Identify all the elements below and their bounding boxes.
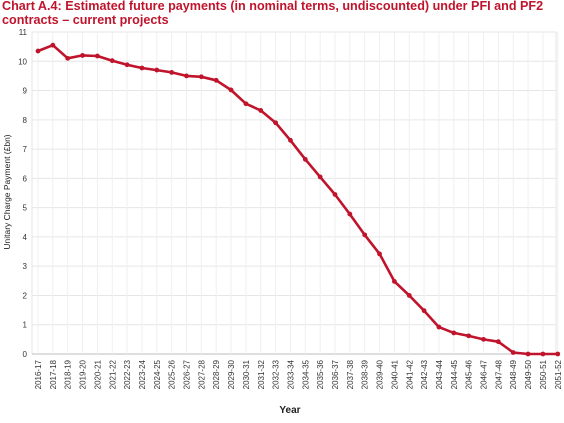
data-point — [302, 156, 308, 162]
x-axis-label: Year — [279, 405, 300, 416]
x-tick-label: 2034-35 — [301, 359, 310, 389]
data-point — [406, 293, 412, 298]
x-tick-label: 2050-51 — [539, 359, 548, 389]
data-point — [362, 232, 368, 238]
x-tick-label: 2040-41 — [390, 359, 399, 389]
x-tick-label: 2049-50 — [524, 359, 533, 389]
x-tick-label: 2017-18 — [49, 359, 58, 389]
y-tick-label: 4 — [23, 233, 28, 242]
y-tick-label: 11 — [19, 28, 28, 37]
data-point — [273, 120, 278, 126]
data-point — [35, 48, 41, 54]
data-point — [258, 108, 264, 113]
x-axis-ticks: 2016-17 2017-18 2018-19 2019-20 2020-21 2021-… — [34, 359, 563, 389]
y-tick-label: 0 — [23, 350, 28, 359]
series-line — [37, 43, 558, 356]
data-point — [392, 279, 397, 284]
x-tick-label: 2024-25 — [153, 359, 162, 389]
y-tick-label: 5 — [23, 204, 28, 213]
y-tick-label: 9 — [23, 87, 28, 96]
x-tick-label: 2022-23 — [123, 359, 132, 389]
y-tick-label: 10 — [18, 57, 27, 66]
data-point — [169, 69, 175, 75]
x-tick-label: 2019-20 — [79, 359, 88, 389]
data-point — [95, 53, 100, 59]
data-point — [50, 42, 56, 48]
chart-title: Chart A.4: Estimated future payments (in… — [2, 0, 544, 27]
x-tick-label: 2043-44 — [435, 359, 444, 389]
data-point — [421, 308, 427, 314]
x-tick-label: 2027-28 — [197, 359, 206, 389]
x-tick-label: 2032-33 — [272, 359, 281, 389]
data-point — [243, 101, 249, 107]
data-point — [288, 137, 293, 143]
data-point — [80, 53, 85, 58]
x-tick-label: 2030-31 — [242, 359, 251, 389]
data-point — [317, 174, 323, 180]
x-tick-label: 2046-47 — [480, 359, 489, 389]
x-tick-label: 2045-46 — [465, 359, 474, 389]
y-tick-label: 6 — [23, 174, 28, 183]
x-tick-label: 2044-45 — [450, 359, 459, 389]
x-tick-label: 2038-39 — [361, 359, 370, 389]
data-point — [510, 350, 516, 355]
x-tick-label: 2025-26 — [168, 359, 177, 389]
x-tick-label: 2051-52 — [554, 359, 563, 389]
data-point — [332, 192, 338, 197]
x-tick-label: 2042-43 — [420, 359, 429, 389]
x-tick-label: 2048-49 — [509, 359, 518, 389]
x-tick-label: 2029-30 — [227, 359, 236, 389]
data-point — [555, 351, 561, 357]
data-point — [228, 87, 234, 93]
y-tick-label: 1 — [23, 321, 28, 330]
y-tick-label: 2 — [23, 291, 28, 300]
x-tick-label: 2039-40 — [376, 359, 385, 389]
data-point — [109, 58, 115, 64]
data-point — [213, 77, 219, 83]
x-tick-label: 2036-37 — [331, 359, 340, 389]
data-point — [184, 73, 189, 79]
data-point — [451, 330, 457, 336]
data-point — [347, 211, 353, 217]
data-point — [436, 324, 442, 330]
y-tick-label: 3 — [23, 262, 28, 271]
x-tick-label: 2033-34 — [286, 359, 295, 389]
data-point — [65, 55, 71, 61]
x-tick-label: 2023-24 — [138, 359, 147, 389]
series-points — [35, 42, 561, 357]
x-tick-label: 2018-19 — [64, 359, 73, 389]
y-tick-label: 8 — [23, 116, 28, 125]
data-point — [124, 62, 130, 68]
x-tick-label: 2041-42 — [405, 359, 414, 389]
data-point — [139, 65, 145, 71]
data-point — [540, 351, 546, 357]
data-point — [377, 251, 382, 257]
data-point — [154, 67, 160, 73]
x-tick-label: 2028-29 — [212, 359, 221, 389]
x-tick-label: 2021-22 — [108, 359, 117, 389]
x-tick-label: 2026-27 — [183, 359, 192, 389]
y-axis-label: Unitary Charge Payment (£bn) — [2, 134, 12, 249]
data-point — [525, 351, 531, 357]
x-tick-label: 2035-36 — [316, 359, 325, 389]
x-tick-label: 2037-38 — [346, 359, 355, 389]
y-tick-label: 7 — [23, 145, 28, 154]
x-tick-label: 2031-32 — [257, 359, 266, 389]
x-tick-label: 2016-17 — [34, 359, 43, 389]
data-point — [481, 336, 486, 342]
gridlines — [31, 31, 559, 355]
x-tick-label: 2020-21 — [93, 359, 102, 389]
plot-frame — [31, 31, 557, 355]
data-point — [466, 333, 472, 339]
x-tick-label: 2047-48 — [494, 359, 503, 389]
data-point — [198, 74, 204, 80]
data-point — [495, 339, 501, 345]
y-axis-ticks: 0 1 2 3 4 5 6 7 8 9 10 11 — [18, 28, 27, 359]
